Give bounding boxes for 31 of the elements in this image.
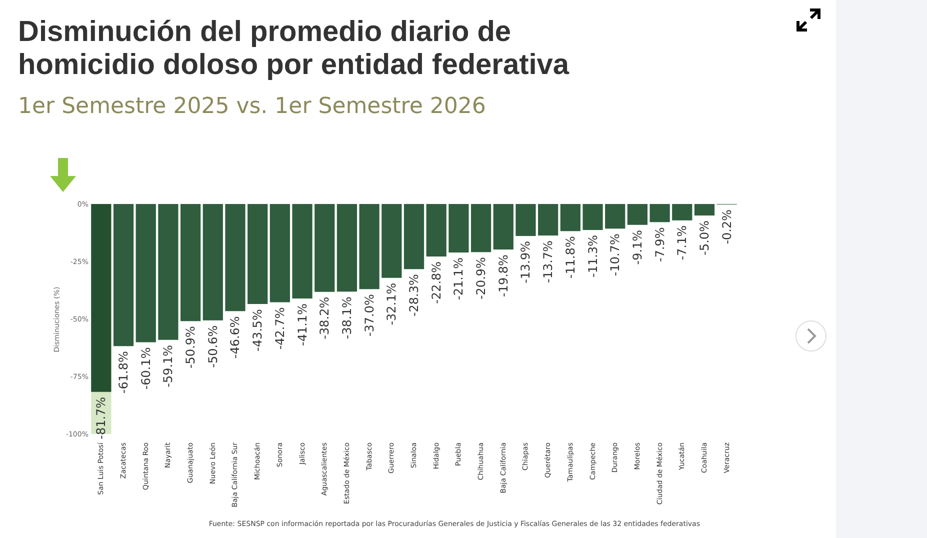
- chart-subtitle: 1er Semestre 2025 vs. 1er Semestre 2026: [18, 94, 486, 119]
- data-label: -42.7%: [272, 307, 287, 350]
- data-label: -37.0%: [362, 294, 376, 337]
- data-label: -20.9%: [474, 257, 488, 300]
- data-label: -32.1%: [384, 282, 399, 326]
- data-label: -61.8%: [116, 351, 131, 394]
- data-label: -13.9%: [518, 240, 533, 284]
- data-label: -0.2%: [720, 209, 734, 244]
- data-label: -59.1%: [161, 344, 176, 388]
- data-label: -7.9%: [652, 227, 667, 262]
- data-label: -11.3%: [586, 234, 600, 278]
- data-label: -21.1%: [452, 258, 466, 300]
- data-label: -38.1%: [340, 296, 354, 340]
- data-label: -28.3%: [407, 274, 421, 317]
- data-label: -22.8%: [429, 261, 444, 304]
- data-label: -50.6%: [206, 325, 220, 368]
- data-label: -7.1%: [675, 225, 690, 260]
- data-label: -19.8%: [496, 254, 510, 297]
- data-label: -10.7%: [608, 234, 622, 276]
- data-label: -5.0%: [697, 220, 712, 256]
- chart-title: Disminución del promedio diario de homicidio doloso por entidad federativa: [18, 16, 570, 82]
- data-label: -81.7%: [94, 396, 108, 440]
- data-label: -50.9%: [184, 326, 198, 369]
- data-label: -13.7%: [541, 240, 556, 283]
- data-label: -38.2%: [318, 296, 332, 340]
- data-label: -41.1%: [295, 304, 310, 346]
- data-label: -46.6%: [228, 316, 242, 359]
- data-label: -43.5%: [250, 309, 265, 352]
- data-label: -11.8%: [563, 236, 578, 279]
- data-label: -60.1%: [138, 347, 153, 390]
- data-label: -9.1%: [630, 230, 644, 265]
